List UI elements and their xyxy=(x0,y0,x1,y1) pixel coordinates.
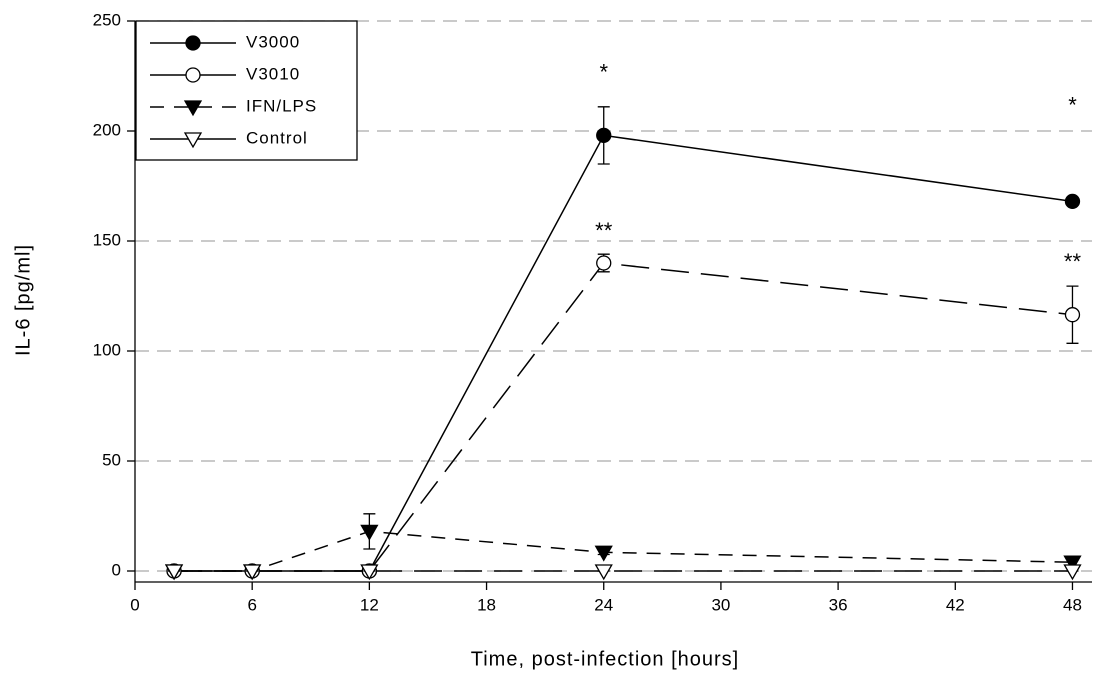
x-tick-label: 48 xyxy=(1063,595,1082,614)
legend-marker xyxy=(185,35,201,51)
annotation: ** xyxy=(595,218,613,243)
data-point xyxy=(1064,193,1081,210)
x-tick-label: 6 xyxy=(247,595,256,614)
legend-marker xyxy=(183,132,203,149)
y-tick-label: 150 xyxy=(93,230,121,249)
x-tick-label: 36 xyxy=(829,595,848,614)
data-point xyxy=(594,545,613,562)
data-point xyxy=(1063,555,1082,572)
legend-label: Control xyxy=(246,128,308,147)
y-tick-label: 100 xyxy=(93,340,121,359)
x-tick-label: 30 xyxy=(711,595,730,614)
annotation: ** xyxy=(1064,249,1082,274)
y-tick-label: 200 xyxy=(93,120,121,139)
data-point xyxy=(360,524,379,541)
legend-label: V3010 xyxy=(246,64,300,83)
y-tick-label: 250 xyxy=(93,10,121,29)
legend-label: V3000 xyxy=(246,32,300,51)
series-line xyxy=(174,134,1073,572)
data-point xyxy=(360,564,379,581)
series-line xyxy=(174,262,1073,572)
legend-box xyxy=(135,20,358,161)
y-tick-label: 50 xyxy=(102,450,121,469)
y-tick-label: 0 xyxy=(112,560,121,579)
data-point xyxy=(1063,564,1082,581)
x-tick-label: 0 xyxy=(130,595,139,614)
x-tick-label: 24 xyxy=(594,595,613,614)
y-axis-label: IL-6 [pg/ml] xyxy=(12,244,34,356)
data-point xyxy=(243,564,262,581)
legend-label: IFN/LPS xyxy=(246,96,317,115)
annotation: * xyxy=(1068,93,1077,118)
data-point xyxy=(1064,307,1081,323)
series-line xyxy=(174,530,1073,572)
legend-marker xyxy=(185,67,201,83)
data-point xyxy=(596,255,612,271)
annotation: * xyxy=(599,60,608,85)
data-point xyxy=(596,127,612,144)
x-tick-label: 12 xyxy=(360,595,379,614)
data-point xyxy=(594,564,613,581)
x-tick-label: 18 xyxy=(477,595,496,614)
x-tick-label: 42 xyxy=(946,595,965,614)
data-point xyxy=(164,564,184,581)
legend-marker xyxy=(183,100,203,117)
x-axis-label: Time, post-infection [hours] xyxy=(471,648,739,670)
